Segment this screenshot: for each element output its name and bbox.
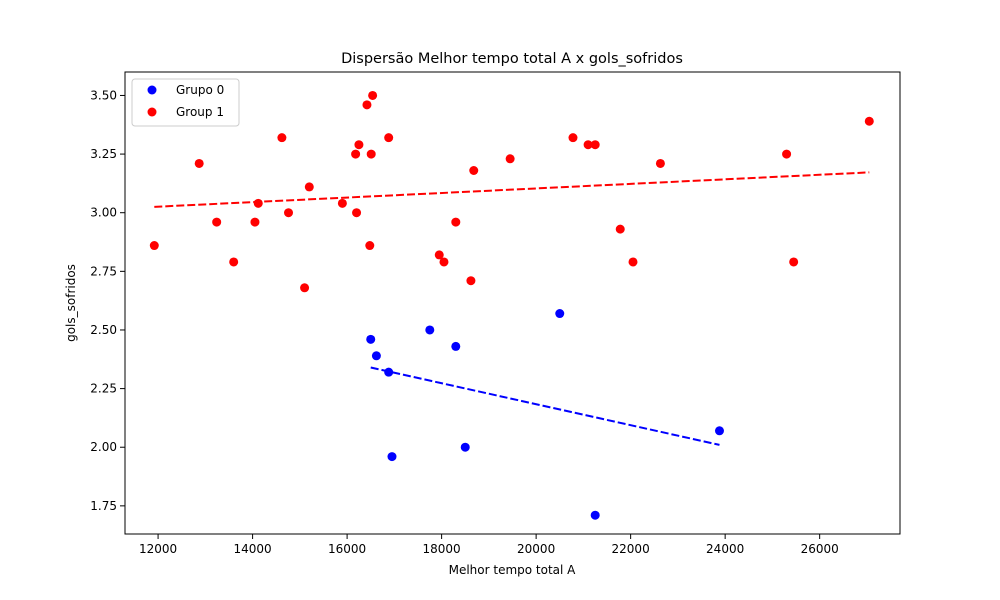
legend-label-grupo-0: Grupo 0 <box>176 83 224 97</box>
trend-line-series-1 <box>154 171 870 208</box>
legend-marker-group-1 <box>147 107 157 117</box>
data-point-series-1 <box>354 140 364 150</box>
plot-area <box>124 71 901 535</box>
x-tick-label: 26000 <box>801 542 839 556</box>
data-point-series-1 <box>351 149 361 159</box>
data-point-series-1 <box>583 140 593 150</box>
chart-title: Dispersão Melhor tempo total A x gols_so… <box>341 51 683 67</box>
data-points <box>149 90 874 520</box>
data-point-series-0 <box>371 351 381 361</box>
data-point-series-1 <box>300 283 310 293</box>
x-tick-label: 18000 <box>423 542 461 556</box>
data-point-series-0 <box>387 452 397 462</box>
y-tick-label: 1.75 <box>90 499 117 513</box>
axis-ticks: 12000 14000 16000 18000 20000 22000 24000 26000… <box>90 88 838 556</box>
data-point-series-1 <box>253 198 263 208</box>
y-tick-label: 3.50 <box>90 88 117 102</box>
data-point-series-1 <box>250 217 260 227</box>
data-point-series-1 <box>590 140 600 150</box>
data-point-series-0 <box>590 510 600 520</box>
data-point-series-1 <box>362 100 372 110</box>
data-point-series-1 <box>615 224 625 234</box>
data-point-series-1 <box>451 217 461 227</box>
data-point-series-1 <box>628 257 638 267</box>
data-point-series-0 <box>384 367 394 377</box>
y-tick-label: 3.25 <box>90 147 117 161</box>
data-point-series-1 <box>229 257 239 267</box>
x-axis-title: Melhor tempo total A <box>449 563 577 577</box>
data-point-series-1 <box>568 133 578 143</box>
data-point-series-1 <box>466 276 476 286</box>
data-point-series-1 <box>505 154 515 164</box>
trend-line-series-0 <box>370 366 720 446</box>
y-axis-title: gols_sofridos <box>64 264 78 342</box>
data-point-series-0 <box>451 341 461 351</box>
data-point-series-1 <box>655 158 665 168</box>
x-tick-label: 22000 <box>612 542 650 556</box>
legend-box <box>131 78 240 127</box>
data-point-series-1 <box>469 165 479 175</box>
data-point-series-1 <box>352 208 362 218</box>
data-point-series-1 <box>337 198 347 208</box>
y-tick-label: 2.00 <box>90 440 117 454</box>
data-point-series-0 <box>555 309 565 319</box>
x-tick-label: 12000 <box>139 542 177 556</box>
data-point-series-0 <box>460 442 470 452</box>
data-point-series-1 <box>368 90 378 100</box>
data-point-series-0 <box>366 334 376 344</box>
data-point-series-1 <box>284 208 294 218</box>
data-point-series-1 <box>439 257 449 267</box>
data-point-series-0 <box>425 325 435 335</box>
y-tick-label: 3.00 <box>90 206 117 220</box>
x-tick-label: 16000 <box>328 542 366 556</box>
legend-label-group-1: Group 1 <box>176 105 224 119</box>
data-point-series-1 <box>434 250 444 260</box>
data-point-series-1 <box>212 217 222 227</box>
data-point-series-1 <box>365 241 375 251</box>
data-point-series-1 <box>384 133 394 143</box>
data-point-series-1 <box>789 257 799 267</box>
data-point-series-1 <box>864 116 874 126</box>
legend: Grupo 0 Group 1 <box>131 78 240 127</box>
y-tick-label: 2.75 <box>90 264 117 278</box>
data-point-series-1 <box>304 182 314 192</box>
data-point-series-0 <box>714 426 724 436</box>
trend-lines <box>154 171 870 446</box>
x-tick-label: 14000 <box>233 542 271 556</box>
data-point-series-1 <box>194 158 204 168</box>
legend-marker-grupo-0 <box>147 85 157 95</box>
data-point-series-1 <box>277 133 287 143</box>
x-tick-label: 20000 <box>517 542 555 556</box>
data-point-series-1 <box>366 149 376 159</box>
data-point-series-1 <box>149 241 159 251</box>
y-tick-label: 2.50 <box>90 323 117 337</box>
data-point-series-1 <box>782 149 792 159</box>
y-tick-label: 2.25 <box>90 382 117 396</box>
x-tick-label: 24000 <box>706 542 744 556</box>
